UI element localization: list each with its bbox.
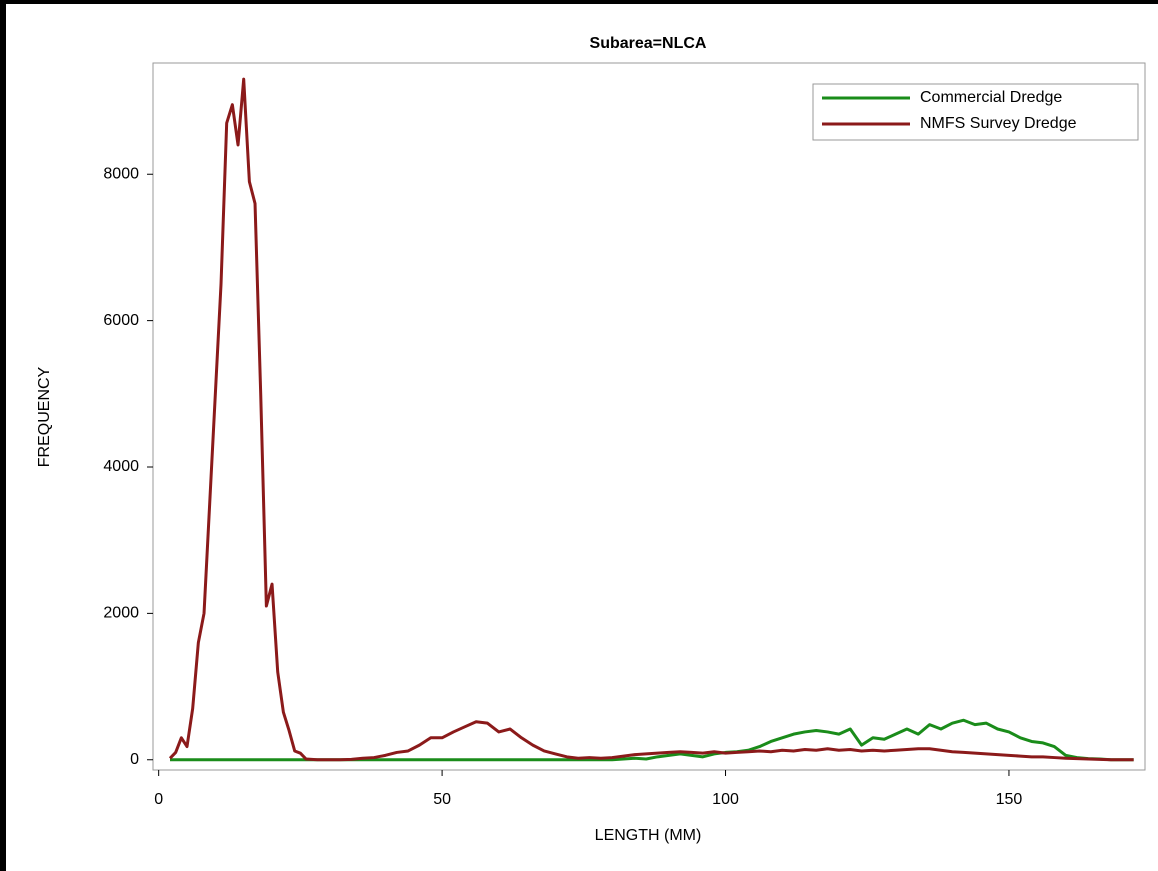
x-tick-label: 100 <box>712 791 739 808</box>
y-tick-label: 0 <box>130 751 139 768</box>
chart-title: Subarea=NLCA <box>590 35 707 52</box>
x-tick-label: 50 <box>433 791 451 808</box>
x-tick-label: 150 <box>996 791 1023 808</box>
y-tick-label: 4000 <box>103 458 139 475</box>
x-tick-label: 0 <box>154 791 163 808</box>
legend-label: Commercial Dredge <box>920 89 1062 106</box>
y-tick-label: 2000 <box>103 605 139 622</box>
legend <box>812 83 1139 141</box>
plot-frame <box>152 62 1146 771</box>
y-tick-label: 8000 <box>103 165 139 182</box>
legend-label: NMFS Survey Dredge <box>920 115 1077 132</box>
series-line <box>170 718 1134 762</box>
series-line <box>168 77 1134 762</box>
y-tick-label: 6000 <box>103 312 139 329</box>
y-axis-label: FREQUENCY <box>36 366 53 467</box>
x-axis-label: LENGTH (MM) <box>595 827 702 844</box>
